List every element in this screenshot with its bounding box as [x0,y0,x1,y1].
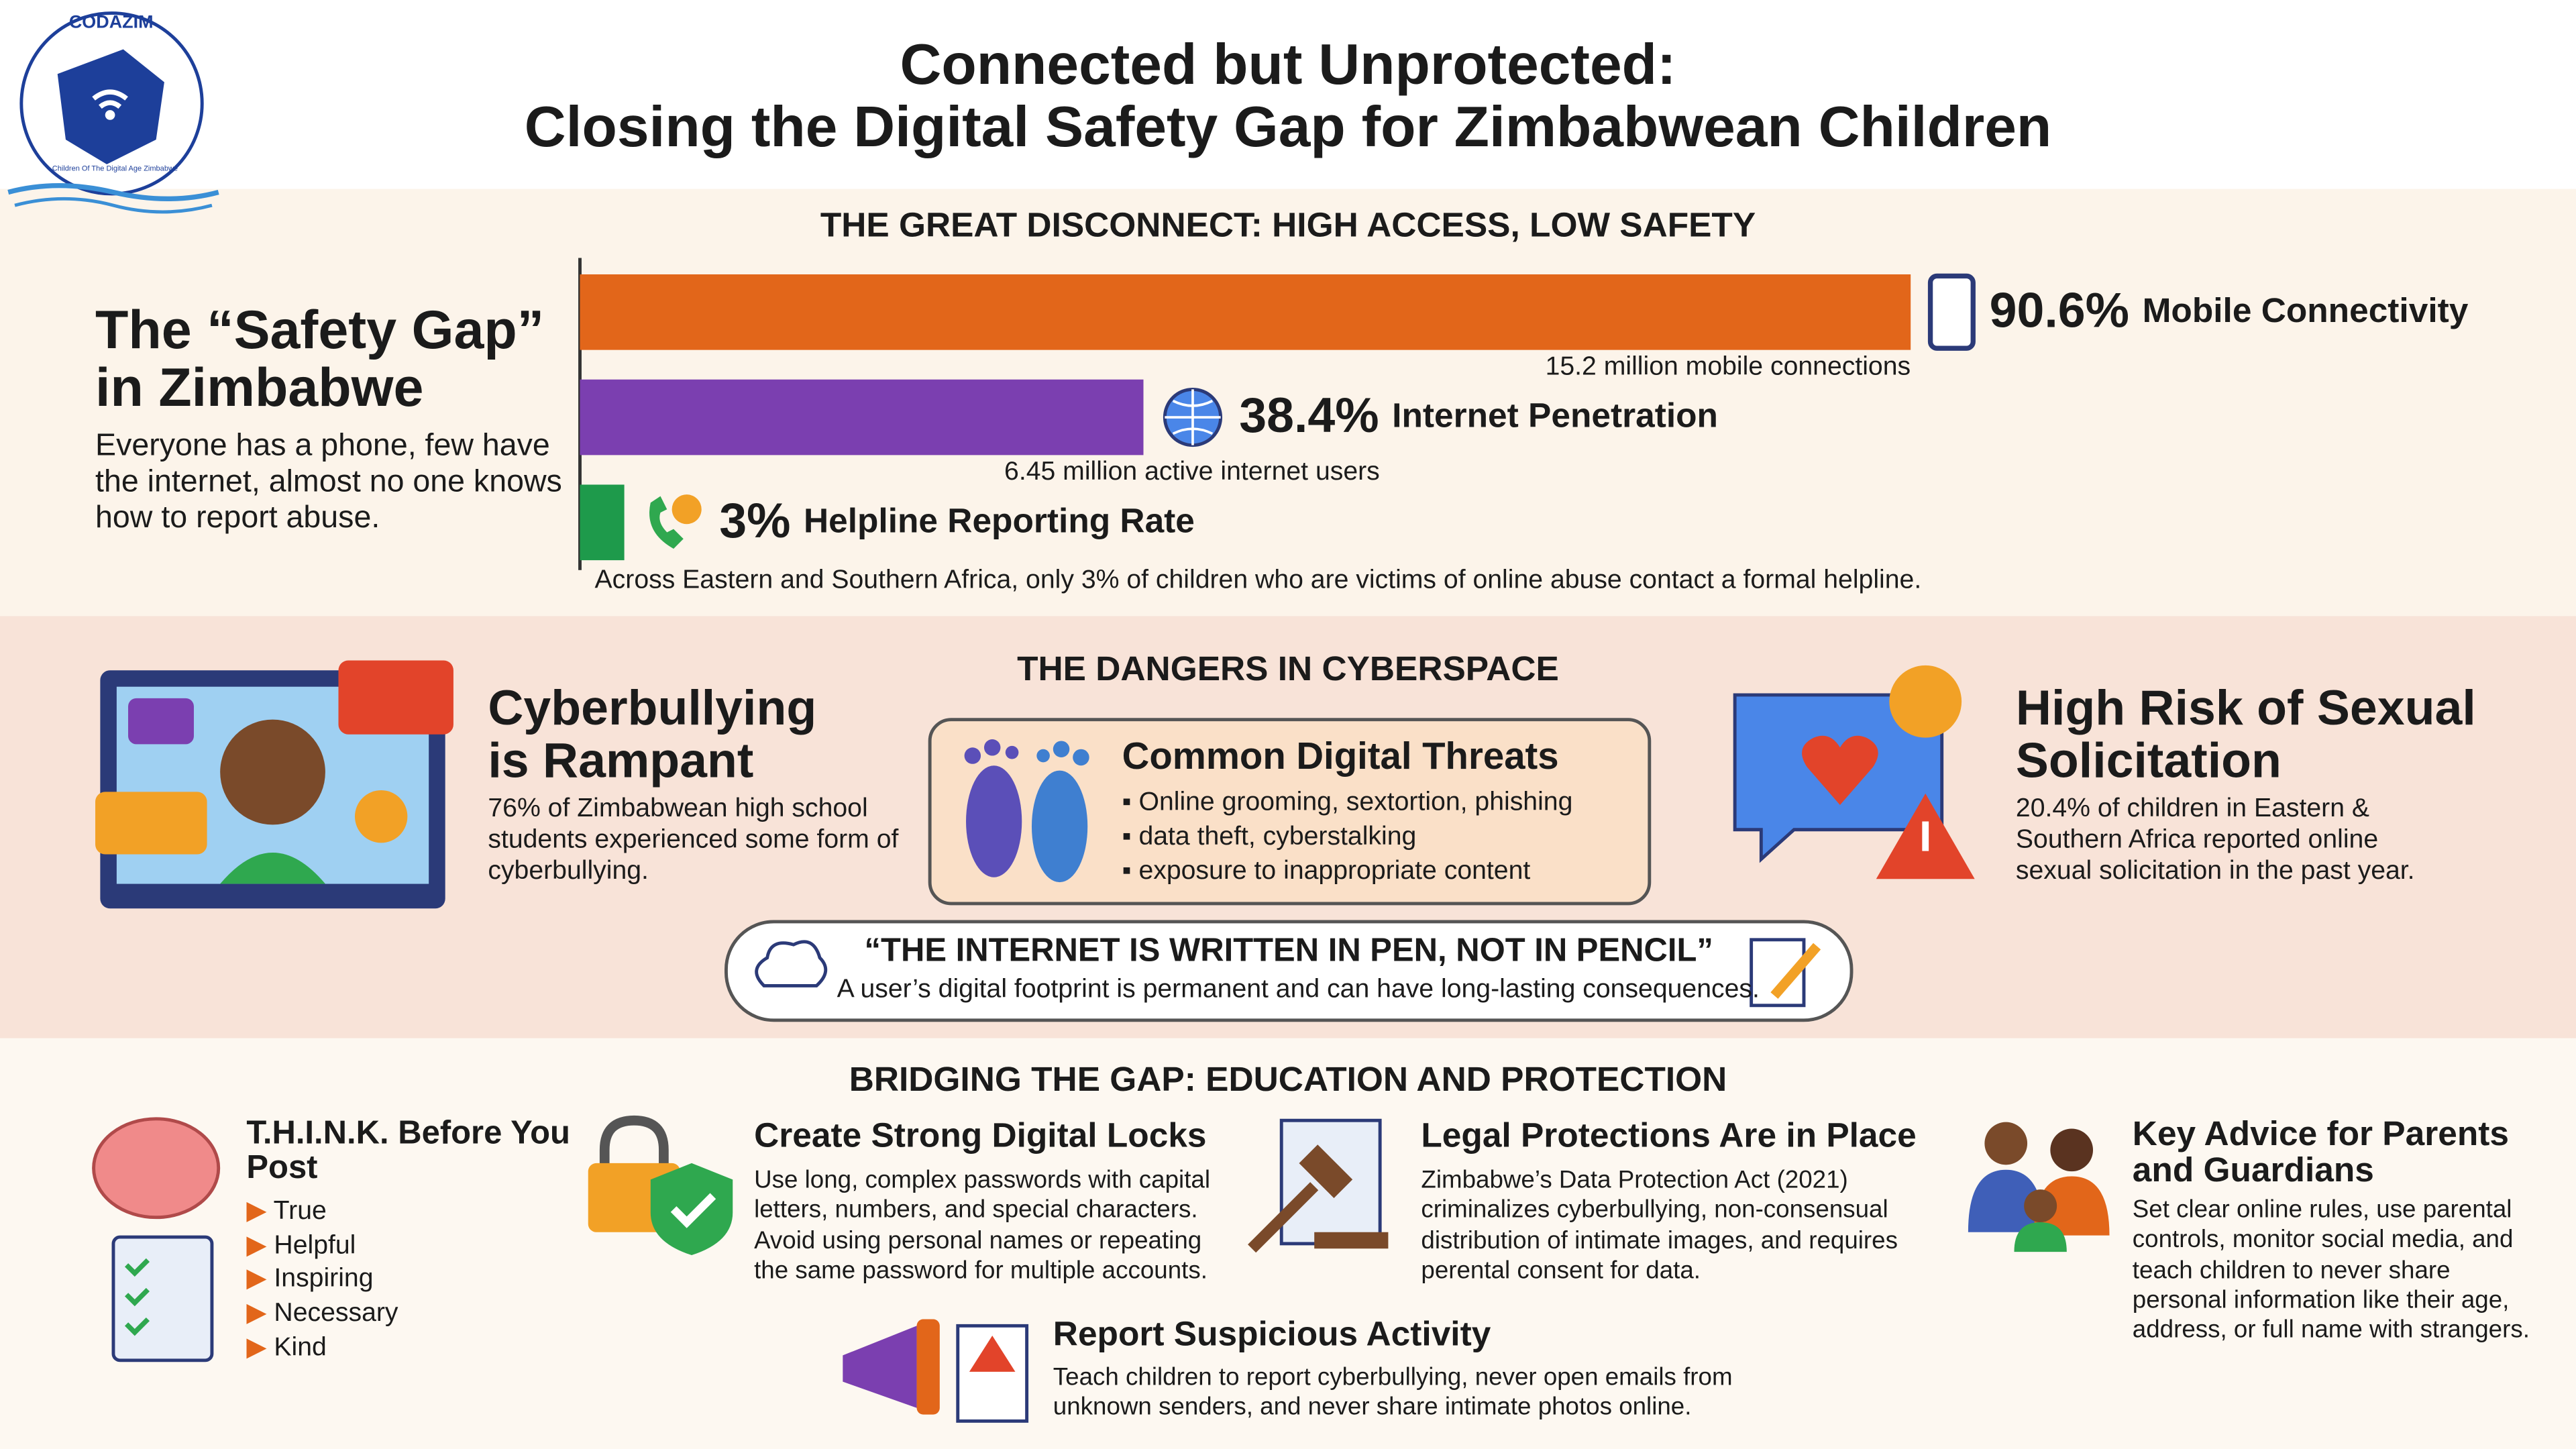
logo-tagline: Children Of The Digital Age Zimbabwe [52,164,178,173]
think-item: ▶ Necessary [246,1299,398,1328]
think-text: True [273,1197,327,1226]
threat-text: data theft, cyberstalking [1138,822,1417,851]
section-heading: THE DANGERS IN CYBERSPACE [1017,650,1559,689]
think-text: Kind [274,1334,327,1362]
category-label: Helpline Reporting Rate [803,502,1195,541]
bar [580,484,625,561]
section-heading: THE GREAT DISCONNECT: HIGH ACCESS, LOW S… [820,207,1756,245]
card-title: T.H.I.N.K. Before You Post [246,1115,570,1187]
title-line: Closing the Digital Safety Gap for Zimba… [524,95,2052,160]
threat-item: ▪ data theft, cyberstalking [1122,822,1417,851]
card-title: Create Strong Digital Locks [754,1117,1207,1155]
think-list: ▶ True ▶ Helpful ▶ Inspiring ▶ Necessary… [246,1196,398,1366]
card-title: Report Suspicious Activity [1053,1316,1491,1354]
think-item: ▶ Helpful [246,1232,356,1260]
think-text: Helpful [274,1232,356,1260]
card-text: Use long, complex passwords with capital… [754,1166,1210,1285]
quote-text: “THE INTERNET IS WRITTEN IN PEN, NOT IN … [864,933,1713,969]
report-icon [843,1319,1029,1423]
bar-label: 38.4% Internet Penetration [1161,380,1718,455]
quote-subtext: A user’s digital footprint is permanent … [837,975,1760,1004]
helpline-icon [649,494,702,549]
logo [7,11,219,214]
solicitation-icon [1733,665,1975,879]
footprints-icon [964,739,1089,883]
card-text: 76% of Zimbabwean high school students e… [488,795,899,886]
lock-icon [588,1115,733,1256]
bar-chart: 90.6% Mobile Connectivity 15.2 million mob… [0,0,2576,616]
threat-text: Online grooming, sextortion, phishing [1138,788,1573,817]
bar-label: 3% Helpline Reporting Rate [641,484,1195,560]
bar [580,274,1911,350]
section-title: The “Safety Gap” in Zimbabwe [95,299,545,417]
section-heading: BRIDGING THE GAP: EDUCATION AND PROTECTI… [849,1061,1727,1099]
chart-caption: Across Eastern and Southern Africa, only… [594,566,1922,595]
box-title: Common Digital Threats [1122,734,1559,777]
think-item: ▶ True [246,1197,327,1226]
think-icons [92,1117,221,1362]
bar-note: 6.45 million active internet users [1004,458,1380,486]
category-label: Internet Penetration [1392,397,1719,435]
title-line: Connected but Unprotected: [900,32,1676,97]
bar [580,379,1144,455]
card-title: Cyberbullying is Rampant [488,682,817,788]
category-label: Mobile Connectivity [2142,292,2469,331]
value-label: 3% [719,494,791,549]
section-text: Everyone has a phone, few have the inter… [95,429,562,537]
pencil-icon [1750,938,1821,1008]
value-label: 90.6% [1989,284,2129,339]
cyberbullying-icon [95,660,453,909]
logo-text: CODAZIM [68,13,154,33]
card-text: Set clear online rules, use parental con… [2132,1195,2530,1344]
card-text: 20.4% of children in Eastern & Southern … [2015,795,2415,886]
quote-box [724,920,1854,1022]
card-title: High Risk of Sexual Solicitation [2015,682,2476,788]
legal-icon [1248,1118,1389,1253]
globe-icon [1163,387,1223,447]
threat-item: ▪ exposure to inappropriate content [1122,857,1531,886]
parents-icon [1968,1122,2110,1252]
gap-band [0,189,2576,616]
think-item: ▶ Inspiring [246,1265,374,1294]
header-band [0,0,2576,189]
think-text: Inspiring [274,1265,374,1294]
cloud-icon [755,940,828,987]
phone-icon [1927,273,1976,351]
card-text: Zimbabwe’s Data Protection Act (2021) cr… [1421,1166,1898,1285]
card-title: Key Advice for Parents and Guardians [2132,1115,2510,1190]
think-text: Necessary [274,1299,398,1328]
threat-list: ▪ Online grooming, sextortion, phishing … [1122,786,1573,889]
threat-item: ▪ Online grooming, sextortion, phishing [1122,788,1573,817]
threat-text: exposure to inappropriate content [1138,857,1531,886]
card-title: Legal Protections Are in Place [1421,1117,1917,1155]
value-label: 38.4% [1239,389,1379,444]
bar-note: 15.2 million mobile connections [1545,353,1911,382]
card-text: Teach children to report cyberbullying, … [1053,1363,1733,1422]
bar-label: 90.6% Mobile Connectivity [1927,273,2469,351]
think-item: ▶ Kind [246,1334,327,1362]
